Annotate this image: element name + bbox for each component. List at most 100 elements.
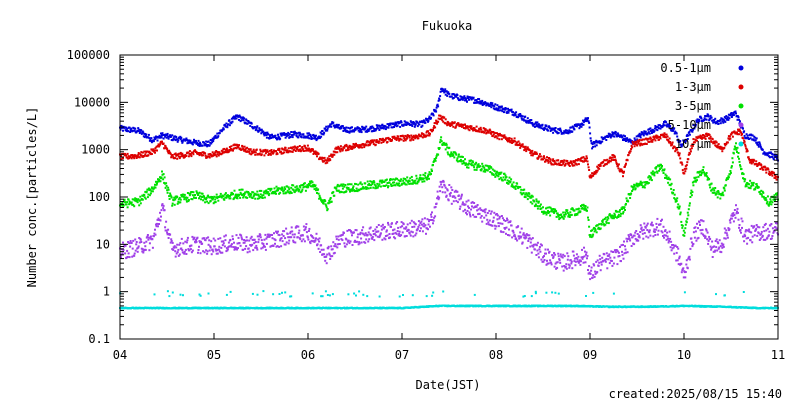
data-point: [177, 139, 180, 142]
data-point: [178, 152, 181, 155]
data-point: [604, 159, 607, 162]
data-point: [417, 133, 420, 136]
data-point: [455, 153, 458, 156]
data-point: [488, 209, 491, 212]
data-point: [162, 207, 165, 210]
data-point: [168, 195, 171, 198]
data-point: [349, 240, 352, 243]
data-point: [344, 149, 347, 152]
data-point: [613, 256, 616, 259]
data-point: [141, 151, 144, 154]
data-point: [605, 221, 608, 224]
data-point: [412, 221, 415, 224]
data-point: [663, 132, 666, 135]
data-point: [553, 160, 556, 163]
data-point: [466, 213, 468, 216]
data-point: [223, 245, 226, 248]
data-point: [144, 197, 147, 200]
data-point: [201, 196, 204, 198]
data-point: [551, 163, 554, 166]
data-point: [417, 225, 420, 228]
data-point: [400, 178, 403, 181]
data-point: [213, 195, 216, 198]
data-point: [562, 161, 565, 164]
data-point: [756, 185, 759, 187]
data-point: [198, 191, 201, 194]
data-point: [250, 193, 253, 196]
data-point: [529, 241, 532, 244]
data-point: [387, 221, 389, 224]
data-point: [266, 192, 269, 195]
data-point: [643, 222, 646, 225]
data-point: [625, 197, 628, 200]
data-point: [498, 215, 501, 218]
data-point: [229, 244, 232, 247]
data-point: [451, 153, 454, 156]
data-point: [263, 134, 266, 137]
data-point: [385, 137, 388, 140]
data-point: [740, 134, 743, 137]
data-point: [376, 186, 379, 189]
data-point: [269, 245, 272, 248]
data-point: [539, 243, 542, 246]
data-point: [594, 145, 597, 148]
data-point: [705, 173, 708, 176]
data-point: [497, 175, 500, 178]
data-point: [268, 192, 271, 195]
data-point: [215, 155, 218, 158]
data-point: [658, 127, 660, 130]
data-point: [362, 186, 365, 189]
data-point: [594, 272, 597, 275]
data-point: [464, 158, 466, 161]
data-point: [170, 240, 173, 242]
data-point: [567, 132, 570, 135]
data-point: [437, 153, 440, 156]
data-point: [426, 176, 429, 179]
data-point: [584, 157, 587, 160]
data-point: [396, 182, 399, 185]
data-point: [269, 153, 272, 156]
data-point: [643, 132, 646, 135]
data-point: [412, 235, 415, 238]
data-point: [519, 191, 522, 194]
data-point: [184, 196, 187, 199]
data-point: [597, 264, 600, 267]
data-point: [150, 137, 153, 140]
data-point: [278, 136, 281, 139]
data-point: [687, 208, 690, 211]
data-point: [575, 125, 578, 128]
data-point: [286, 185, 289, 188]
data-point: [710, 140, 713, 143]
data-point: [636, 139, 639, 142]
data-point: [464, 203, 467, 206]
data-point: [523, 188, 526, 191]
data-point: [488, 104, 491, 107]
data-point: [313, 183, 315, 186]
data-point: [535, 254, 538, 256]
data-point: [640, 227, 643, 230]
data-point: [670, 249, 673, 252]
data-point: [195, 239, 197, 241]
data-point: [408, 182, 411, 185]
data-point: [310, 135, 312, 138]
data-point: [641, 232, 644, 235]
data-point: [252, 195, 255, 198]
data-point: [409, 234, 412, 237]
data-point: [543, 157, 546, 160]
data-point: [331, 155, 334, 158]
data-point: [749, 187, 752, 190]
data-point: [365, 144, 368, 147]
data-point: [533, 151, 536, 154]
data-point: [202, 250, 205, 253]
data-point: [633, 183, 636, 186]
data-point: [693, 141, 696, 144]
data-point: [263, 196, 266, 199]
data-point: [716, 196, 719, 199]
data-point: [480, 101, 483, 104]
data-point: [488, 167, 491, 170]
data-point: [156, 182, 158, 185]
data-point: [706, 175, 709, 178]
data-point: [700, 117, 703, 120]
data-point: [473, 166, 476, 169]
data-point: [701, 171, 703, 174]
